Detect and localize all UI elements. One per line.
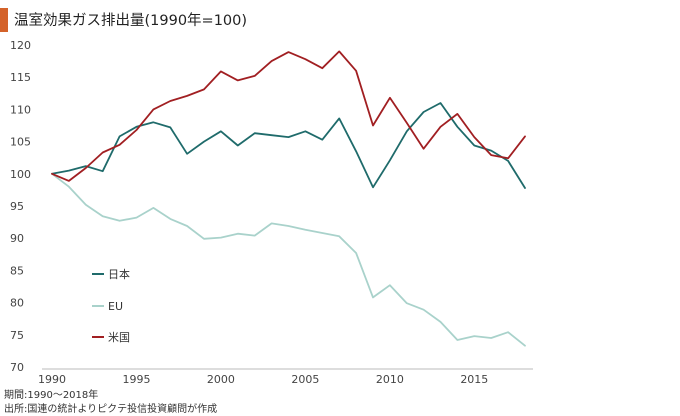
x-tick-label: 1990	[38, 373, 66, 386]
series-line-2	[51, 50, 526, 182]
y-tick-label: 120	[10, 39, 31, 52]
x-tick-label: 2000	[207, 373, 235, 386]
x-tick-label: 2010	[376, 373, 404, 386]
x-tick-label: 1995	[122, 373, 150, 386]
y-tick-label: 90	[10, 232, 24, 245]
y-tick-label: 80	[10, 297, 24, 310]
y-tick-label: 100	[10, 168, 31, 181]
legend-label-1: EU	[108, 300, 123, 313]
chart-title: 温室効果ガス排出量(1990年=100)	[14, 13, 248, 29]
title-accent-bar	[0, 8, 8, 32]
y-tick-label: 70	[10, 361, 24, 374]
x-tick-label: 2005	[291, 373, 319, 386]
legend-label-2: 米国	[108, 331, 130, 344]
y-tick-label: 95	[10, 200, 24, 213]
y-tick-label: 105	[10, 136, 31, 149]
y-tick-label: 85	[10, 264, 24, 277]
y-tick-label: 110	[10, 103, 31, 116]
footer-source: 出所:国連の統計よりピクテ投信投資顧問が作成	[4, 404, 218, 415]
line-chart: 70 75 80 85 90 95 100 105 110 115 120 1990 1995 2000 2…	[10, 39, 533, 386]
series-line-1	[51, 172, 526, 347]
legend-label-0: 日本	[108, 267, 130, 281]
y-tick-label: 75	[10, 329, 24, 342]
x-tick-label: 2015	[460, 373, 488, 386]
series-line-0	[51, 102, 526, 189]
y-tick-label: 115	[10, 71, 31, 84]
footer-period: 期間:1990～2018年	[4, 390, 99, 401]
